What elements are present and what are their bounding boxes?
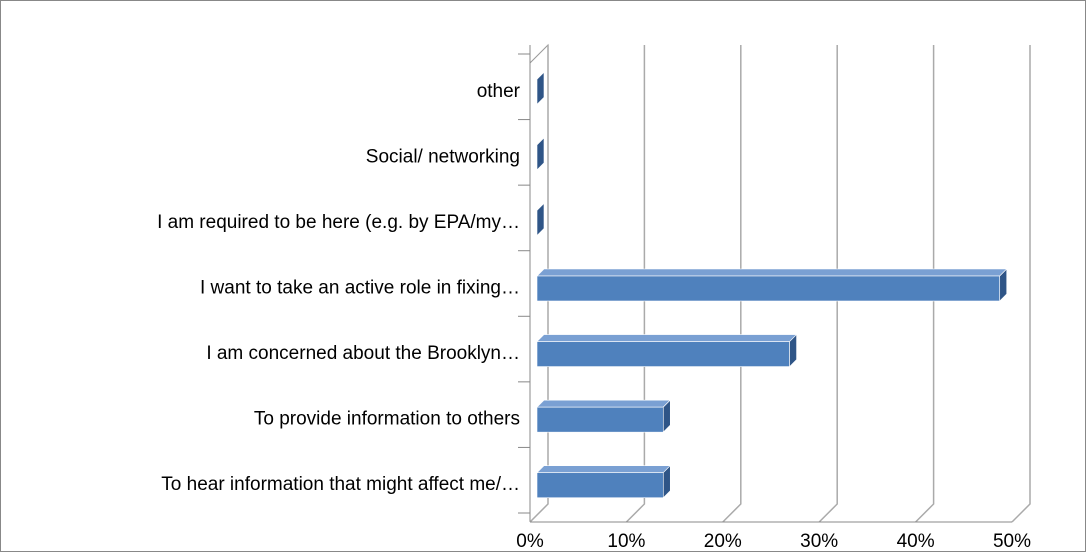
x-tick-label: 30% bbox=[800, 531, 838, 552]
bar-front bbox=[537, 407, 663, 432]
y-tick-label: I am concerned about the Brooklyn… bbox=[206, 343, 520, 364]
x-tick-label: 0% bbox=[516, 531, 544, 552]
bar-top bbox=[537, 335, 797, 342]
y-tick-label: I want to take an active role in fixing… bbox=[200, 278, 520, 299]
bar-front bbox=[537, 342, 790, 367]
x-tick-label: 50% bbox=[993, 531, 1031, 552]
bar-top bbox=[537, 400, 670, 407]
bar bbox=[537, 400, 670, 432]
y-tick-label: I am required to be here (e.g. by EPA/my… bbox=[157, 212, 520, 233]
y-tick-label: other bbox=[477, 81, 521, 102]
x-tick-label: 20% bbox=[704, 531, 742, 552]
x-tick-label: 40% bbox=[897, 531, 935, 552]
bar bbox=[537, 466, 670, 498]
bar-front bbox=[537, 276, 1000, 301]
bar-front bbox=[537, 473, 663, 498]
bar bbox=[537, 269, 1007, 301]
bar-top bbox=[537, 269, 1007, 276]
y-tick-label: To hear information that might affect me… bbox=[161, 474, 520, 495]
y-tick-label: Social/ networking bbox=[366, 146, 520, 167]
bar bbox=[537, 335, 797, 367]
bar-top bbox=[537, 466, 670, 473]
y-tick-label: To provide information to others bbox=[254, 409, 520, 430]
x-tick-label: 10% bbox=[607, 531, 645, 552]
